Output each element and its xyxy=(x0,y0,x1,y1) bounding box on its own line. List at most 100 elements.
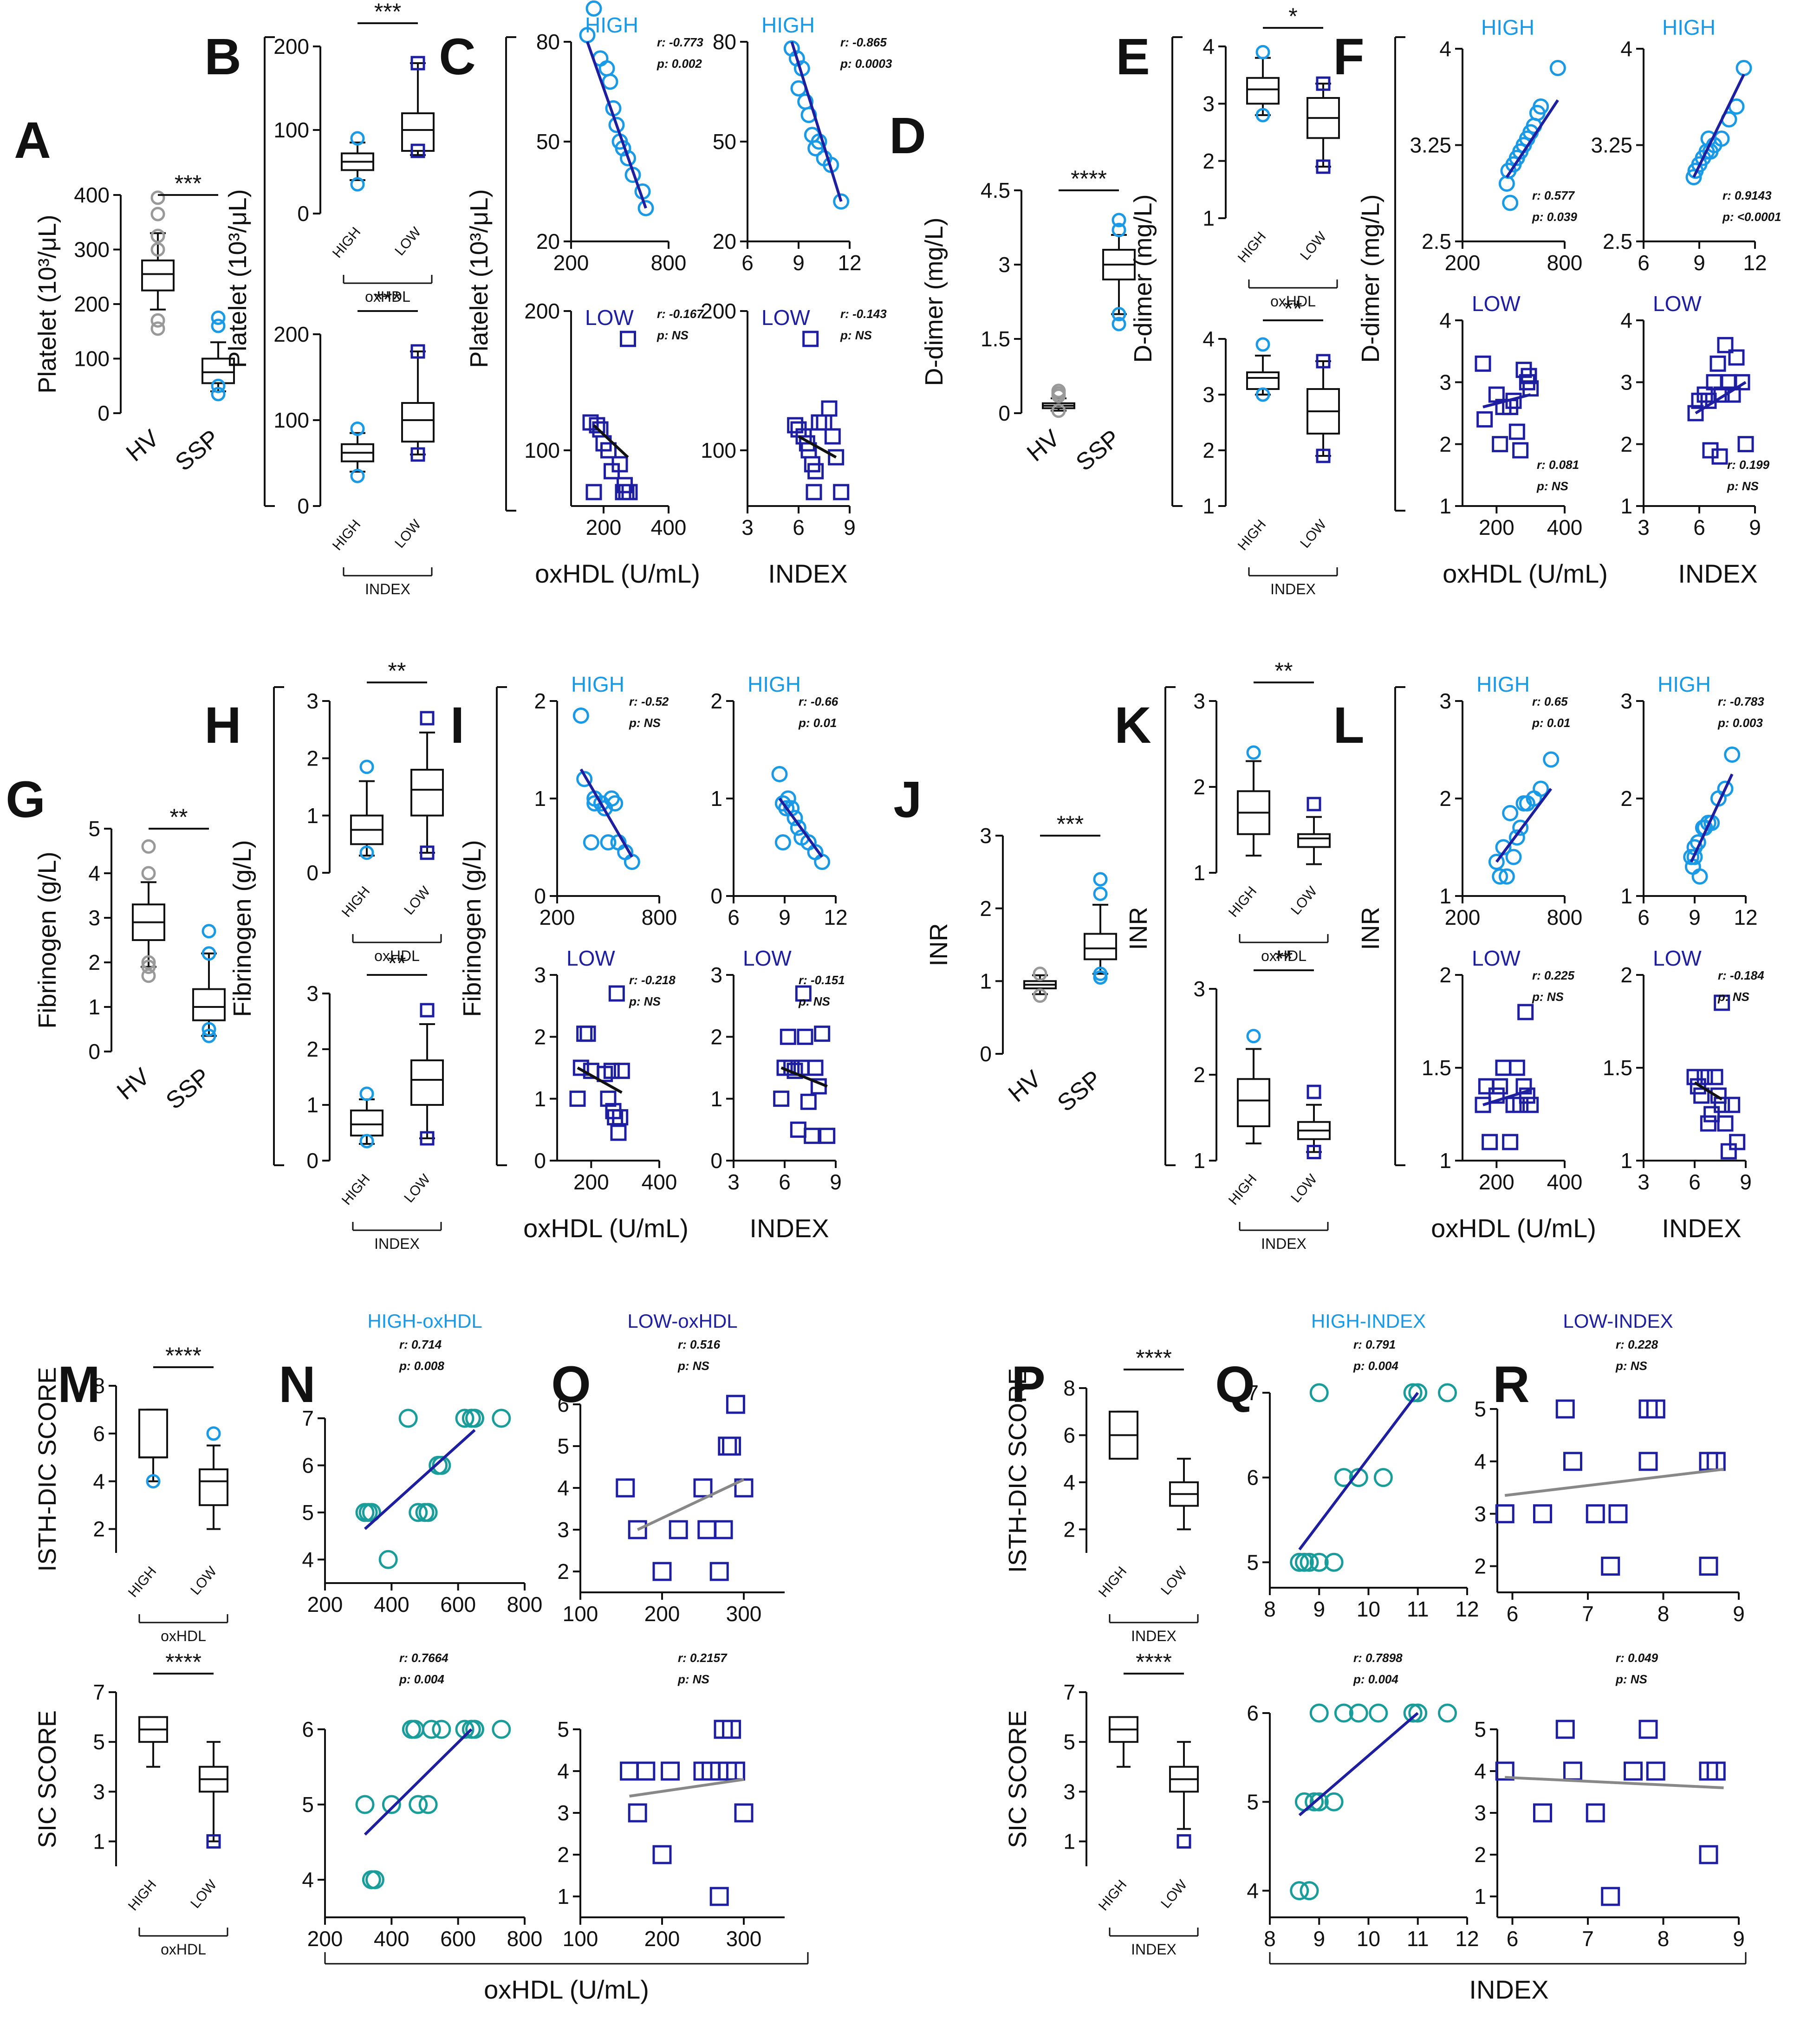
data-point xyxy=(1729,1134,1746,1150)
panel-q-top: 5 6 7 8 9 10 11 12 HIGH-INDEX r: 0.791 p: 0.004 xyxy=(1247,1310,1479,1621)
data-point xyxy=(806,484,822,500)
regression-line xyxy=(586,41,647,209)
box-outlier xyxy=(206,1834,221,1849)
data-point xyxy=(1508,1059,1525,1076)
data-point xyxy=(579,1026,596,1042)
y-tick-label: 50 xyxy=(713,130,736,154)
box-outlier xyxy=(1306,797,1321,811)
x-tick-label: 400 xyxy=(642,1170,677,1194)
x-tick-label: 800 xyxy=(507,1592,543,1616)
y-tick-label: 8 xyxy=(1063,1376,1075,1400)
box-outlier xyxy=(1112,317,1126,331)
correlation-p: p: NS xyxy=(629,994,661,1008)
correlation-r: r: 0.049 xyxy=(1616,1651,1658,1665)
data-point xyxy=(1290,1552,1309,1572)
data-point xyxy=(1502,805,1519,821)
correlation-p: p: 0.002 xyxy=(656,57,702,71)
data-point xyxy=(1638,1452,1658,1471)
data-point xyxy=(734,1803,754,1823)
box-outlier xyxy=(202,1022,216,1037)
data-point xyxy=(1522,1097,1539,1113)
data-point xyxy=(1724,747,1741,763)
x-tick-label: 12 xyxy=(1734,905,1757,929)
panel-letter: Q xyxy=(1215,1356,1255,1413)
data-point xyxy=(465,1720,484,1739)
data-point xyxy=(1309,1383,1329,1402)
data-point xyxy=(652,1562,672,1581)
box-outlier xyxy=(1316,354,1331,369)
x-tick-label: 9 xyxy=(1313,1597,1325,1621)
x-tick-label: 200 xyxy=(1479,515,1514,539)
x-tick-label: 200 xyxy=(573,1170,609,1194)
data-point xyxy=(1309,1792,1329,1811)
significance-label: ** xyxy=(1275,658,1293,684)
data-point xyxy=(661,1761,680,1781)
panel-i-low-index: 0 1 2 3 3 6 9 LOW r: -0.151 p: NS xyxy=(710,946,845,1194)
x-axis-title-oxhdl: oxHDL (U/mL) xyxy=(523,1214,689,1243)
data-point xyxy=(1334,1703,1353,1723)
data-point xyxy=(600,1091,617,1107)
y-tick-label: 5 xyxy=(557,1434,569,1458)
box-outlier xyxy=(1255,337,1270,352)
data-point xyxy=(802,331,819,347)
bracket-e xyxy=(1171,36,1183,507)
category-label: LOW xyxy=(1297,517,1330,551)
data-point xyxy=(1691,868,1708,885)
data-point xyxy=(1324,1552,1344,1572)
significance-label: **** xyxy=(1136,1345,1172,1371)
regression-line xyxy=(364,1728,473,1836)
data-point xyxy=(607,795,624,811)
panel-letter: I xyxy=(450,697,465,754)
y-tick-label: 4 xyxy=(1620,308,1632,332)
data-point xyxy=(628,1520,647,1539)
x-tick-label: 6 xyxy=(779,1170,791,1194)
box-outlier xyxy=(211,387,226,402)
bracket-i xyxy=(496,686,507,1166)
y-axis-label-shared: D-dimer (mg/L) xyxy=(1357,194,1384,363)
y-tick-label: 300 xyxy=(74,238,110,262)
data-point xyxy=(807,1059,824,1076)
panel-j: 0 1 2 3 INR HV SSP *** xyxy=(925,811,1117,1117)
data-point xyxy=(1438,1383,1457,1402)
data-point xyxy=(455,1409,474,1428)
y-tick-label: 2.5 xyxy=(1603,229,1632,253)
y-tick-label: 0 xyxy=(710,1149,722,1173)
data-point xyxy=(418,1795,438,1814)
y-tick-label: 2 xyxy=(1439,786,1451,811)
data-point xyxy=(824,428,841,445)
y-tick-label: 4 xyxy=(1439,308,1451,332)
y-tick-label: 80 xyxy=(536,30,560,54)
box-outlier xyxy=(141,960,156,974)
x-tick-label: 100 xyxy=(563,1927,598,1951)
bracket-b xyxy=(264,36,275,507)
y-tick-label: 1 xyxy=(534,786,546,811)
regression-line xyxy=(1505,99,1559,178)
box-outlier xyxy=(410,344,425,359)
y-tick-label: 3 xyxy=(534,963,546,987)
x-tick-label: 800 xyxy=(507,1927,543,1951)
category-label: HIGH xyxy=(1096,1564,1130,1600)
box-outlier xyxy=(1093,872,1108,887)
data-point xyxy=(722,1720,741,1739)
y-tick-label: 3 xyxy=(93,1779,105,1804)
x-tick-label: 9 xyxy=(1693,251,1705,275)
data-point xyxy=(1498,175,1515,192)
x-tick-label: 11 xyxy=(1407,1597,1429,1621)
category-label: LOW xyxy=(392,224,424,259)
correlation-p: p: NS xyxy=(840,328,872,342)
panel-c-high-index: 20 50 80 6 9 12 HIGH r: -0.865 p: 0.0003 xyxy=(713,13,892,275)
data-point xyxy=(602,73,618,90)
data-point xyxy=(603,1063,620,1079)
data-point xyxy=(1475,1097,1491,1113)
data-point xyxy=(1305,1792,1324,1811)
data-point xyxy=(1646,1399,1665,1419)
box-outlier xyxy=(350,468,365,483)
box-outlier xyxy=(211,310,226,325)
panel-letter: A xyxy=(14,112,51,169)
panel-c-low-oxhdl: 100 200 200 400 LOW r: -0.167 p: NS xyxy=(524,299,704,539)
y-axis-label-shared: Fibrinogen (g/L) xyxy=(228,840,256,1017)
category-label: HV xyxy=(112,1063,155,1105)
box-iqr xyxy=(350,1110,384,1136)
data-point xyxy=(1488,854,1505,870)
